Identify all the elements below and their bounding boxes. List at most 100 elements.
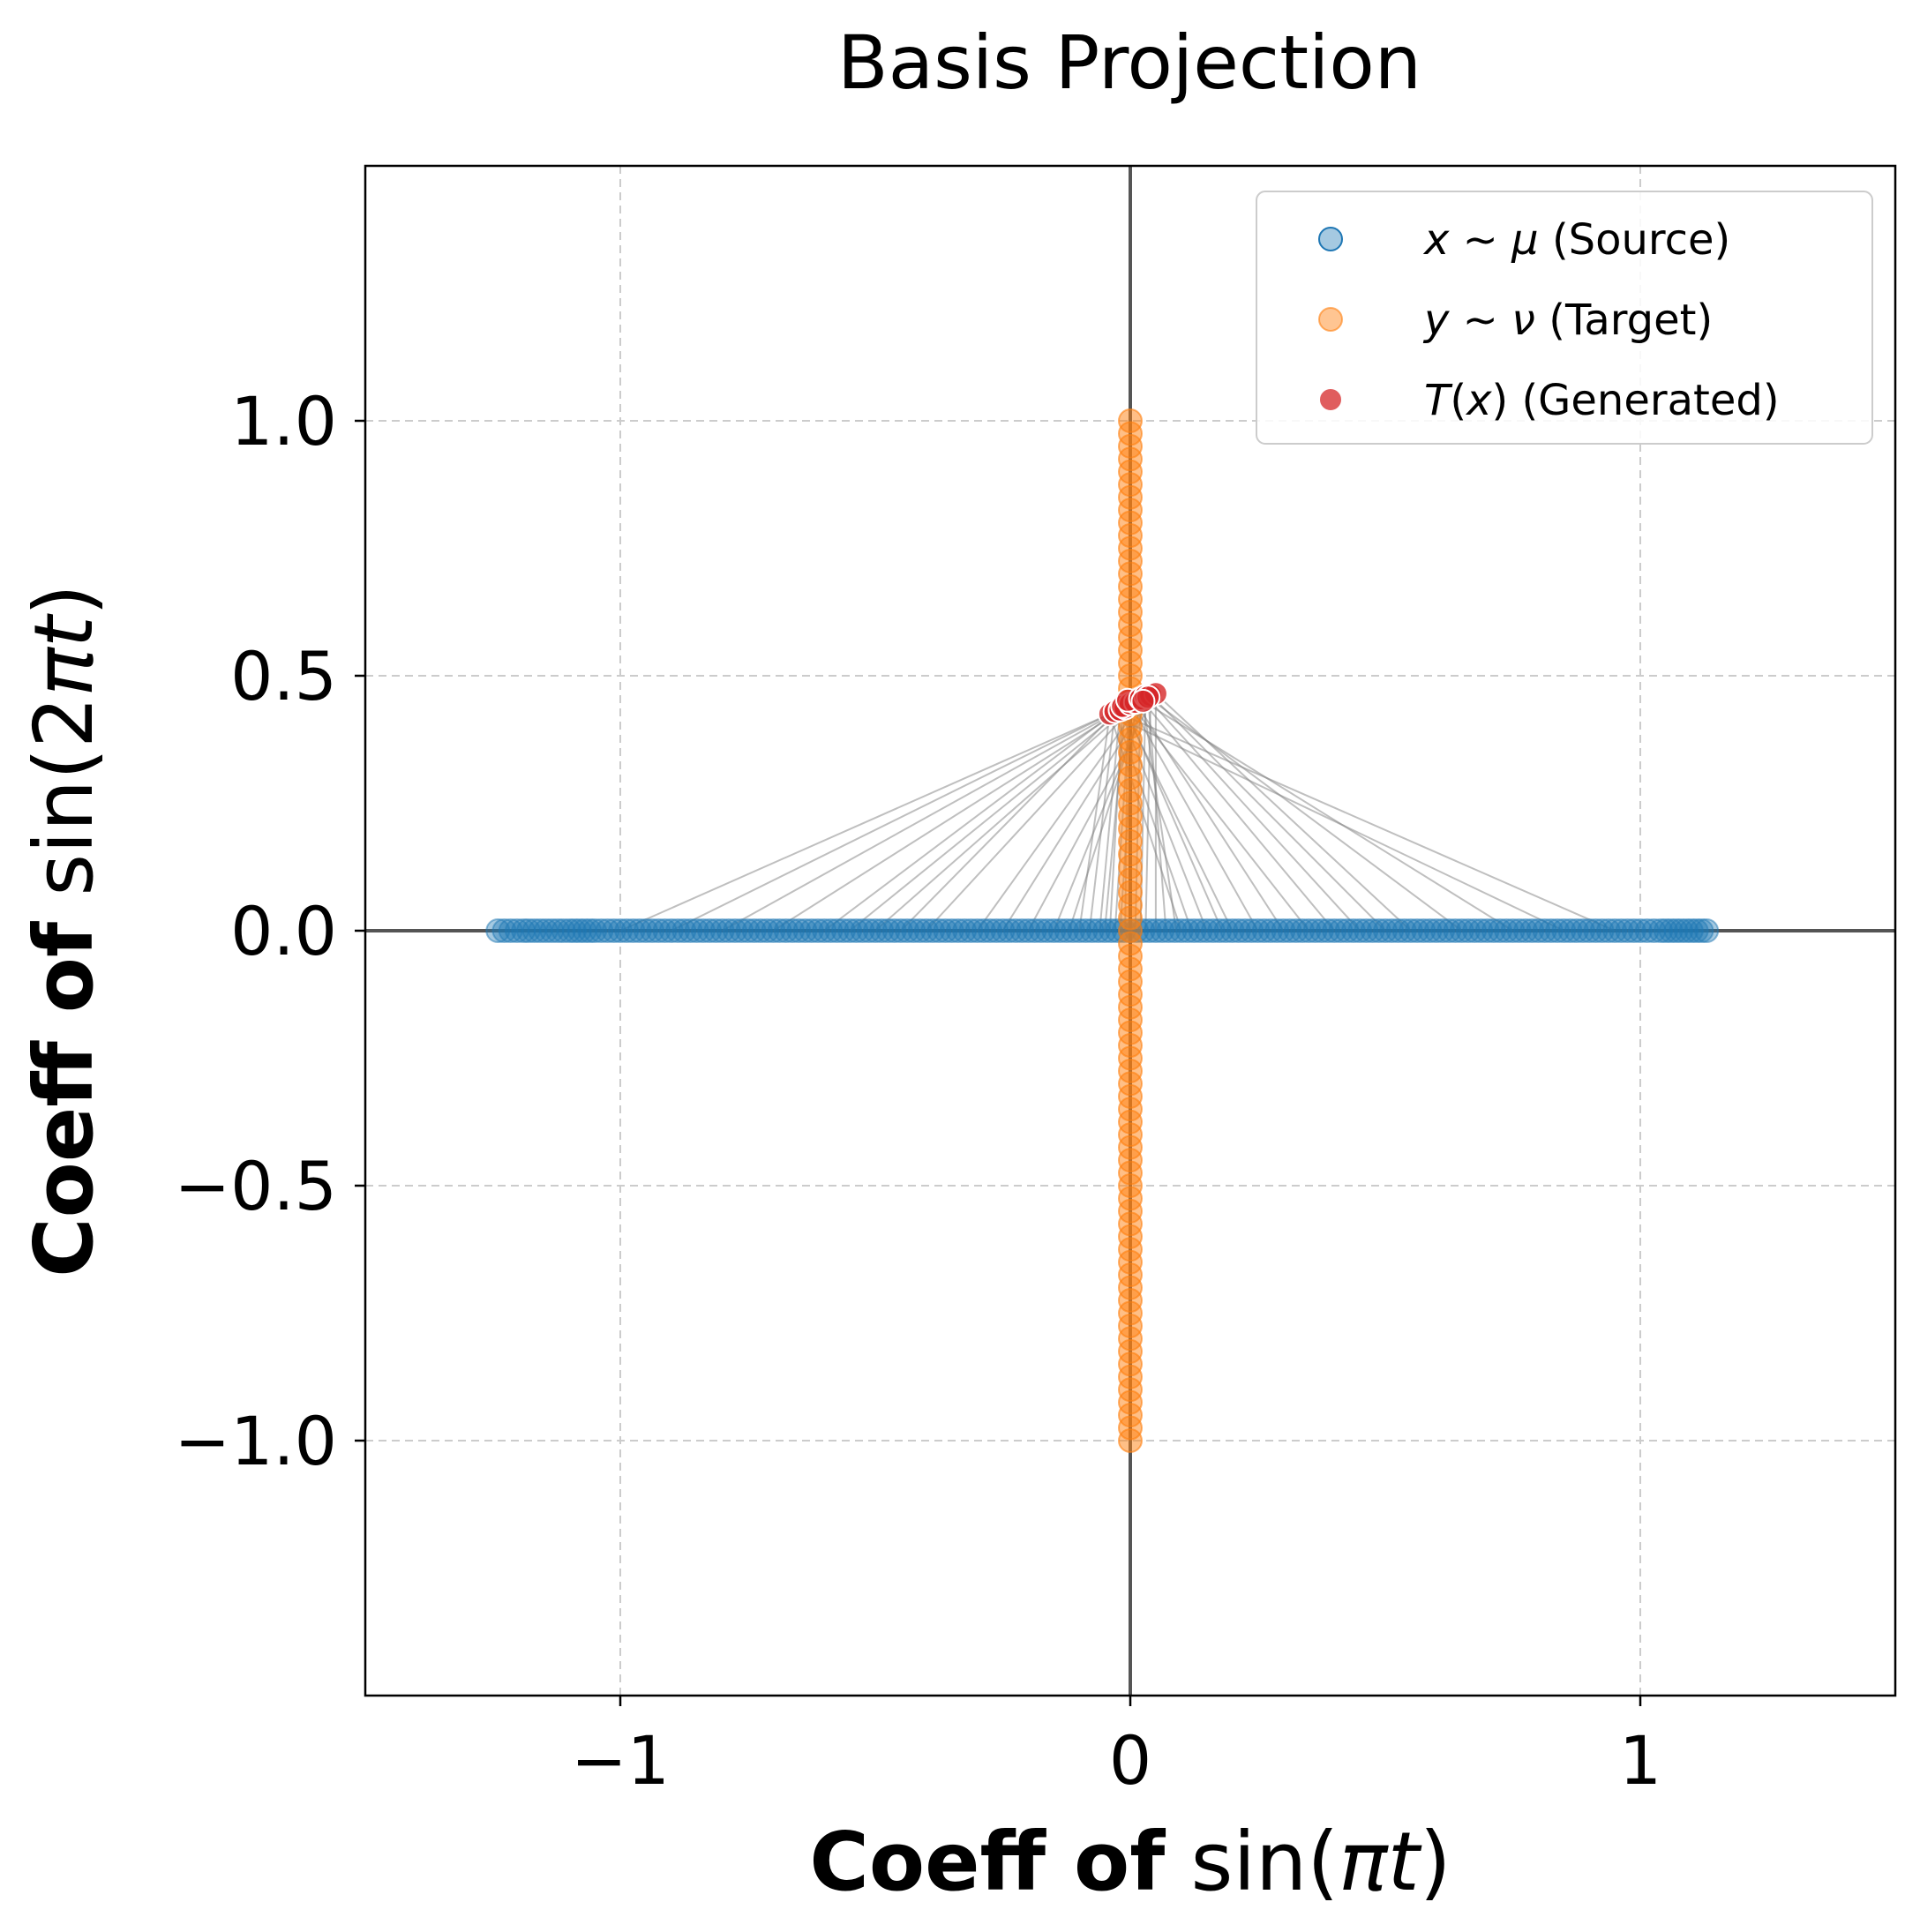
- source-point: [1047, 918, 1073, 943]
- target-point: [1118, 408, 1143, 433]
- source-point: [1360, 918, 1385, 943]
- transport-connector: [772, 707, 1126, 932]
- source-point: [913, 918, 939, 943]
- source-point: [856, 918, 881, 943]
- source-point: [1449, 918, 1474, 943]
- transport-connector: [926, 698, 1142, 932]
- source-point: [844, 918, 869, 943]
- source-point: [1481, 918, 1506, 943]
- source-point: [1621, 918, 1646, 943]
- source-point: [1570, 918, 1595, 943]
- source-point: [1168, 918, 1194, 943]
- source-point: [1016, 918, 1041, 943]
- source-point: [1551, 918, 1577, 943]
- source-point: [863, 918, 888, 943]
- source-point: [1239, 918, 1264, 943]
- source-point: [1290, 918, 1316, 943]
- transport-connector: [1129, 703, 1259, 932]
- source-point: [1506, 918, 1532, 943]
- source-point: [971, 918, 996, 943]
- source-point: [805, 918, 830, 943]
- source-point: [958, 918, 984, 943]
- transport-connector: [1127, 700, 1310, 932]
- source-point: [792, 918, 818, 943]
- transport-connector: [1114, 710, 1616, 932]
- source-point: [1181, 918, 1207, 943]
- source-point: [978, 918, 1003, 943]
- source-point: [964, 918, 990, 943]
- source-point: [1538, 918, 1564, 943]
- legend-target-label: y ∼ ν (Target): [1422, 296, 1713, 345]
- source-point: [901, 918, 926, 943]
- legend-source-marker: [1318, 227, 1343, 251]
- transport-connector: [874, 701, 1136, 932]
- legend-source-label: x ∼ μ (Source): [1422, 215, 1730, 265]
- source-point: [678, 918, 703, 943]
- source-point: [1219, 918, 1245, 943]
- source-point: [1143, 918, 1168, 943]
- source-point: [1615, 918, 1640, 943]
- source-point: [1296, 918, 1322, 943]
- source-point: [1322, 918, 1347, 943]
- source-point: [818, 918, 844, 943]
- y-tick-label: 0.0: [230, 892, 337, 970]
- source-point: [1054, 918, 1079, 943]
- source-point: [1188, 918, 1213, 943]
- y-tick-label: −0.5: [174, 1147, 337, 1225]
- source-point: [633, 918, 658, 943]
- source-point: [1545, 918, 1571, 943]
- chart-title: Basis Projection: [837, 19, 1421, 106]
- source-point: [881, 918, 907, 943]
- source-point: [735, 918, 761, 943]
- source-point: [1391, 918, 1417, 943]
- source-point: [1609, 918, 1634, 943]
- source-point: [747, 918, 773, 943]
- source-point: [1041, 918, 1067, 943]
- transport-connector: [849, 703, 1131, 932]
- source-point: [1405, 918, 1430, 943]
- source-point: [646, 918, 671, 943]
- source-point: [1443, 918, 1468, 943]
- source-point: [830, 918, 856, 943]
- transport-connector: [1144, 695, 1361, 932]
- source-point: [990, 918, 1016, 943]
- source-point: [926, 918, 952, 943]
- source-point: [1595, 918, 1621, 943]
- source-point: [1488, 918, 1513, 943]
- source-point: [1251, 918, 1277, 943]
- source-point: [1328, 918, 1354, 943]
- source-point: [824, 918, 850, 943]
- y-tick-label: 0.5: [230, 637, 337, 715]
- source-point: [620, 918, 646, 943]
- source-point: [895, 918, 920, 943]
- source-point: [1073, 918, 1099, 943]
- source-point: [1411, 918, 1436, 943]
- source-point: [773, 918, 799, 943]
- source-point: [1092, 918, 1118, 943]
- source-point: [608, 918, 633, 943]
- source-point: [1589, 918, 1615, 943]
- source-point: [1436, 918, 1462, 943]
- source-point: [1302, 918, 1328, 943]
- source-point: [939, 918, 964, 943]
- source-point: [1060, 918, 1085, 943]
- source-point: [729, 918, 754, 943]
- source-point: [1694, 918, 1720, 943]
- source-point: [1200, 918, 1226, 943]
- source-point: [1577, 918, 1602, 943]
- source-point: [703, 918, 729, 943]
- x-tick-label: 1: [1619, 1721, 1661, 1800]
- source-point: [920, 918, 946, 943]
- source-point: [1398, 918, 1423, 943]
- source-point: [614, 918, 640, 943]
- source-point: [1557, 918, 1583, 943]
- source-point: [1277, 918, 1302, 943]
- transport-connector: [1147, 697, 1167, 932]
- source-point: [837, 918, 863, 943]
- transport-connector: [1142, 700, 1514, 932]
- source-point: [1526, 918, 1551, 943]
- transport-connector: [671, 710, 1116, 932]
- source-point: [996, 918, 1022, 943]
- source-point: [1257, 918, 1283, 943]
